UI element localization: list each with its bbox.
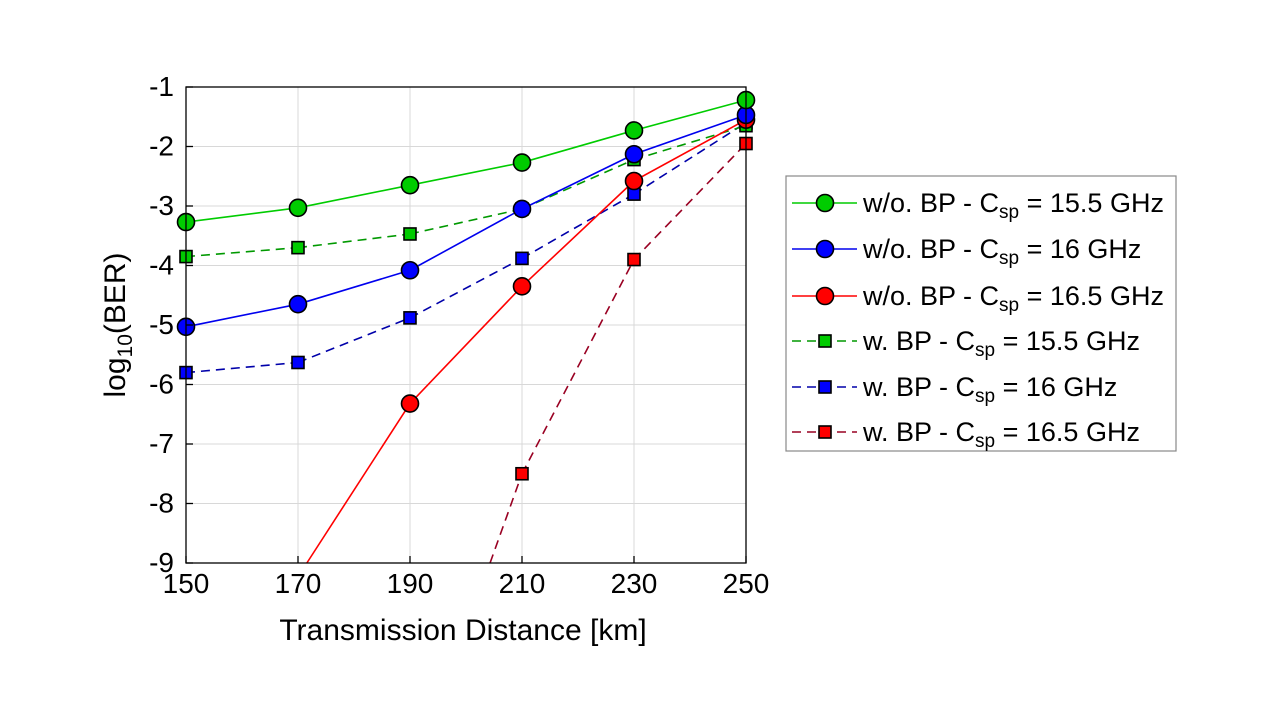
- svg-text:w. BP - Csp = 16.5 GHz: w. BP - Csp = 16.5 GHz: [862, 417, 1140, 452]
- svg-text:250: 250: [723, 568, 770, 599]
- svg-text:-3: -3: [149, 190, 174, 221]
- svg-text:-4: -4: [149, 250, 174, 281]
- svg-text:-5: -5: [149, 309, 174, 340]
- svg-text:log10(BER): log10(BER): [99, 252, 137, 397]
- svg-text:230: 230: [611, 568, 658, 599]
- svg-text:-1: -1: [149, 71, 174, 102]
- svg-text:170: 170: [275, 568, 322, 599]
- svg-text:190: 190: [387, 568, 434, 599]
- svg-text:w. BP - Csp = 15.5 GHz: w. BP - Csp = 15.5 GHz: [862, 326, 1140, 361]
- svg-text:-6: -6: [149, 369, 174, 400]
- svg-text:-7: -7: [149, 428, 174, 459]
- svg-text:-8: -8: [149, 488, 174, 519]
- svg-text:-2: -2: [149, 131, 174, 162]
- svg-text:-9: -9: [149, 547, 174, 578]
- svg-text:Transmission Distance [km]: Transmission Distance [km]: [279, 614, 646, 647]
- svg-text:210: 210: [499, 568, 546, 599]
